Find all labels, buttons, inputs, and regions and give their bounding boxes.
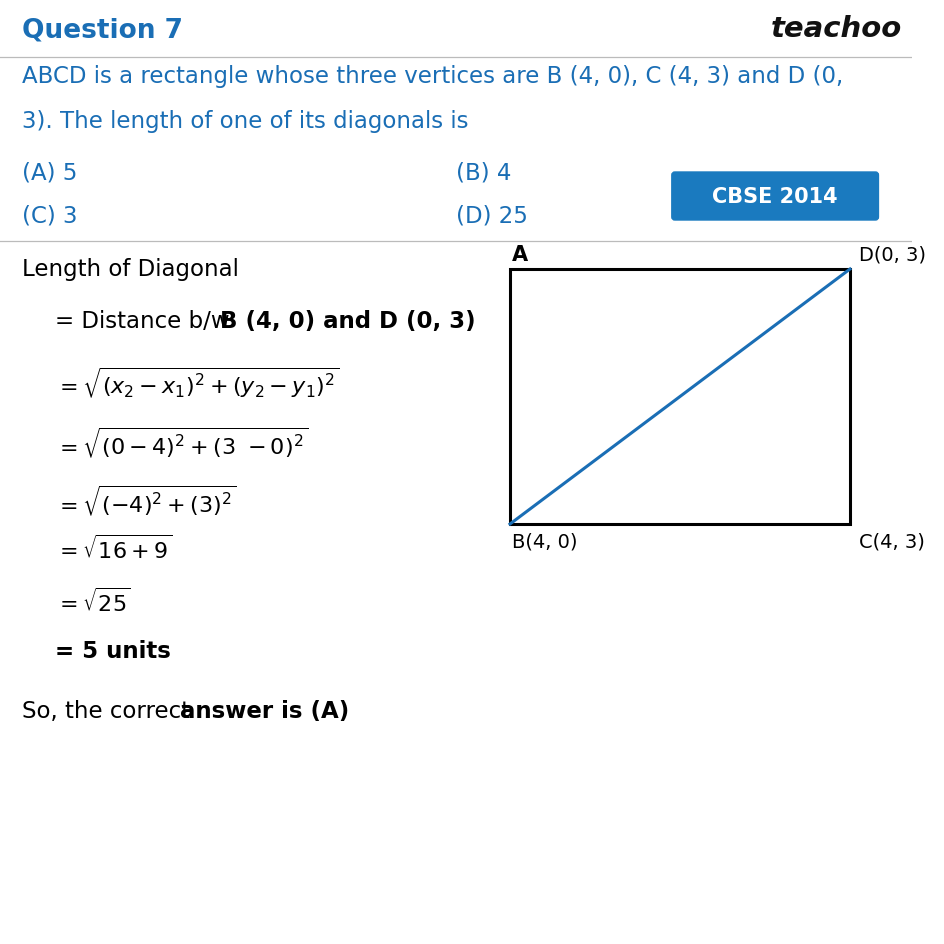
Text: (B) 4: (B) 4 (455, 161, 511, 185)
Text: (D) 25: (D) 25 (455, 205, 528, 228)
Text: Question 7: Question 7 (22, 18, 183, 44)
Text: A: A (512, 244, 528, 264)
FancyBboxPatch shape (671, 173, 878, 221)
Text: (C) 3: (C) 3 (22, 205, 77, 228)
Text: Length of Diagonal: Length of Diagonal (22, 258, 239, 280)
Text: = 5 units: = 5 units (55, 639, 171, 663)
Text: D(0, 3): D(0, 3) (858, 245, 925, 264)
Text: $= \sqrt{16 + 9}$: $= \sqrt{16 + 9}$ (55, 534, 173, 563)
Text: B (4, 0) and D (0, 3): B (4, 0) and D (0, 3) (220, 310, 475, 332)
Text: $= \sqrt{(0 - 4)^2 + (3 \ - 0)^2}$: $= \sqrt{(0 - 4)^2 + (3 \ - 0)^2}$ (55, 425, 308, 460)
Text: = Distance b/w: = Distance b/w (55, 310, 237, 332)
Bar (510, 270, 849, 525)
Text: $= \sqrt{(-4)^2 + (3)^2}$: $= \sqrt{(-4)^2 + (3)^2}$ (55, 482, 237, 517)
Text: answer is (A): answer is (A) (179, 700, 349, 722)
Text: $= \sqrt{25}$: $= \sqrt{25}$ (55, 587, 131, 615)
Text: $= \sqrt{(x_2 - x_1)^2 + (y_2 - y_1)^2}$: $= \sqrt{(x_2 - x_1)^2 + (y_2 - y_1)^2}$ (55, 364, 339, 399)
Text: 3). The length of one of its diagonals is: 3). The length of one of its diagonals i… (22, 110, 468, 133)
Text: So, the correct: So, the correct (22, 700, 197, 722)
Text: CBSE 2014: CBSE 2014 (712, 187, 837, 207)
Text: ABCD is a rectangle whose three vertices are B (4, 0), C (4, 3) and D (0,: ABCD is a rectangle whose three vertices… (22, 65, 842, 88)
Text: B(4, 0): B(4, 0) (512, 532, 577, 551)
Text: teachoo: teachoo (770, 15, 901, 43)
Text: C(4, 3): C(4, 3) (858, 532, 924, 551)
Text: (A) 5: (A) 5 (22, 161, 77, 185)
